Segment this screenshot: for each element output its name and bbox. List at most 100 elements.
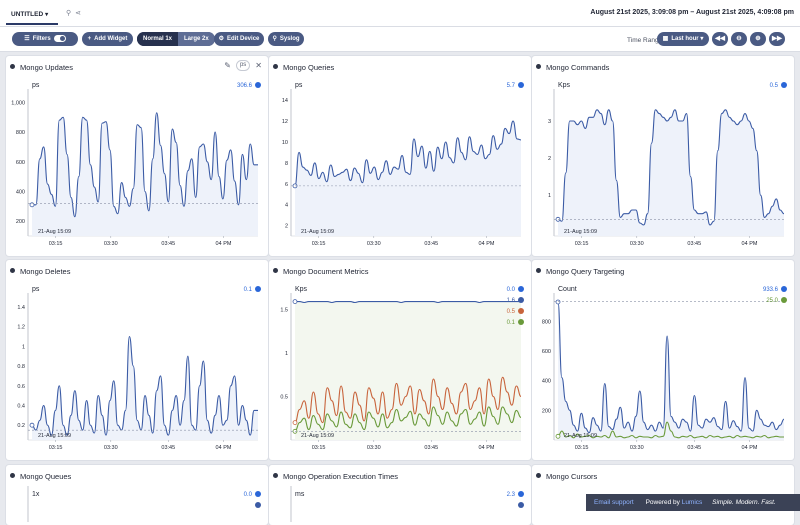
legend-check-icon[interactable] — [518, 319, 524, 325]
unit-chip[interactable]: ps — [235, 60, 251, 71]
edit-icon[interactable]: ✎ — [224, 61, 231, 70]
legend-check-icon[interactable] — [518, 82, 524, 88]
widget-title: Mongo Operation Execution Times — [283, 472, 399, 481]
y-tick-label: 600 — [16, 160, 25, 166]
chevron-down-icon: ▾ — [698, 36, 704, 42]
widget-chart[interactable]: Count 800 600 400 200 03:15 03:30 03:45 04 PM 21-… — [532, 277, 794, 460]
zoom-out-icon[interactable]: ⊖ — [731, 32, 747, 46]
legend-check-icon[interactable] — [255, 286, 261, 292]
time-marker-label: 21-Aug 15:09 — [38, 229, 71, 235]
widget-mongo-commands[interactable]: Mongo Commands Kps 3 2 1 03:15 03:30 03:45 04 PM… — [532, 56, 794, 256]
tab-actions: ⚲ ⋖ — [66, 9, 85, 17]
calendar-icon: ▦ — [662, 36, 669, 42]
legend-check-icon[interactable] — [518, 286, 524, 292]
widget-title: Mongo Queues — [20, 472, 72, 481]
y-tick-label: 0.4 — [17, 403, 25, 409]
legend-check-icon[interactable] — [255, 491, 261, 497]
series-line[interactable] — [31, 335, 258, 436]
legend-check-icon[interactable] — [781, 297, 787, 303]
series-line[interactable] — [294, 120, 522, 187]
widget-chart[interactable]: Kps 1.5 1 0.5 03:15 03:30 03:45 04 PM 21-Aug 15:… — [269, 277, 531, 460]
tab-untitled[interactable]: UNTITLED ▾ — [6, 5, 58, 25]
footer-bar: Email support Powered by Lumics Simple. … — [586, 494, 800, 511]
widget-mongo-query-targeting[interactable]: Mongo Query Targeting Count 800 600 400 200 03… — [532, 260, 794, 460]
add-widget-button[interactable]: + Add Widget — [82, 32, 133, 46]
chart-unit-label: ms — [295, 491, 305, 498]
chart-unit-label: ps — [295, 82, 303, 89]
email-support-link[interactable]: Email support — [594, 499, 634, 506]
widget-chart[interactable]: Kps 3 2 1 03:15 03:30 03:45 04 PM 21-Aug 15:09 0.… — [532, 73, 794, 256]
rewind-icon[interactable]: ◀◀ — [712, 32, 728, 46]
filters-button[interactable]: ☰ Filters — [12, 32, 78, 46]
legend-check-icon[interactable] — [518, 308, 524, 314]
widget-mongo-deletes[interactable]: Mongo Deletes ps 1.4 1.2 1 0.8 0.6 0.4 0.2 03:15 0… — [6, 260, 268, 460]
time-marker-label: 21-Aug 15:09 — [38, 433, 71, 439]
widget-chart[interactable]: ps 1.4 1.2 1 0.8 0.6 0.4 0.2 03:15 03:30 03:45 04 P… — [6, 277, 268, 460]
x-tick-label: 03:45 — [687, 445, 701, 451]
x-tick-label: 03:30 — [630, 445, 644, 451]
widget-menu-icon[interactable] — [10, 268, 15, 273]
series-line[interactable] — [294, 406, 522, 432]
y-tick-label: 0.6 — [17, 384, 25, 390]
legend-check-icon[interactable] — [255, 82, 261, 88]
series-area — [558, 109, 784, 236]
pin-icon[interactable]: ⚲ — [66, 10, 72, 17]
time-range-select[interactable]: ▦ Last hour ▾ — [657, 32, 709, 46]
series-line[interactable] — [294, 301, 521, 304]
widget-menu-icon[interactable] — [536, 64, 541, 69]
brand-link[interactable]: Lumics — [681, 499, 703, 506]
widget-title: Mongo Commands — [546, 63, 610, 72]
legend-check-icon[interactable] — [518, 297, 524, 303]
y-tick-label: 200 — [16, 219, 25, 225]
close-icon[interactable]: ✕ — [255, 61, 262, 70]
series-line[interactable] — [557, 421, 784, 439]
time-marker-label: 21-Aug 15:09 — [301, 229, 334, 235]
x-tick-label: 03:45 — [161, 445, 175, 451]
share-icon[interactable]: ⋖ — [75, 10, 82, 17]
series-line[interactable] — [294, 376, 522, 424]
series-line[interactable] — [557, 301, 785, 434]
widget-menu-icon[interactable] — [273, 268, 278, 273]
legend-check-icon[interactable] — [781, 82, 787, 88]
size-large-button[interactable]: Large 2x — [178, 32, 215, 46]
widget-chart[interactable]: ps 1,000 800 600 400 200 03:15 03:30 03:45 04 PM 2… — [6, 73, 268, 256]
y-tick-label: 1.5 — [280, 307, 288, 313]
legend-check-icon[interactable] — [518, 491, 524, 497]
series-line[interactable] — [32, 112, 258, 218]
search-icon: ⚲ — [272, 36, 277, 42]
widget-menu-icon[interactable] — [536, 268, 541, 273]
widget-chart[interactable]: ps 14 12 10 8 6 4 2 03:15 03:30 03:45 04 PM 21-Aug 1… — [269, 73, 531, 256]
y-tick-label: 0.8 — [17, 364, 25, 370]
zoom-in-icon[interactable]: ⊕ — [750, 32, 766, 46]
legend-value: 306.6 — [237, 83, 253, 89]
y-tick-label: 0.2 — [17, 423, 25, 429]
chevron-down-icon: ▾ — [45, 12, 49, 18]
legend-check-icon[interactable] — [518, 502, 524, 508]
edit-device-button[interactable]: ⚙ Edit Device — [214, 32, 264, 46]
series-area — [32, 112, 258, 236]
widget-menu-icon[interactable] — [273, 64, 278, 69]
widget-menu-icon[interactable] — [273, 473, 278, 478]
size-normal-button[interactable]: Normal 1x — [137, 32, 179, 46]
chart-unit-label: Count — [558, 286, 577, 293]
fast-forward-icon[interactable]: ▶▶ — [769, 32, 785, 46]
widget-mongo-queues[interactable]: Mongo Queues 1x 0.0 — [6, 465, 268, 525]
widget-mongo-document-metrics[interactable]: Mongo Document Metrics Kps 1.5 1 0.5 03:15 03:… — [269, 260, 531, 460]
filters-toggle[interactable] — [53, 34, 66, 42]
syslog-button[interactable]: ⚲ Syslog — [268, 32, 304, 46]
widget-actions: ✎ ps ✕ — [224, 60, 262, 71]
legend-check-icon[interactable] — [255, 502, 261, 508]
widget-menu-icon[interactable] — [10, 64, 15, 69]
legend-check-icon[interactable] — [781, 286, 787, 292]
widget-chart[interactable]: ms 2.3 — [269, 482, 531, 522]
widget-menu-icon[interactable] — [536, 473, 541, 478]
widget-chart[interactable]: 1x 0.0 — [6, 482, 268, 522]
series-line[interactable] — [557, 109, 785, 226]
widget-mongo-queries[interactable]: Mongo Queries ps 14 12 10 8 6 4 2 03:15 03:30 03:45… — [269, 56, 531, 256]
y-tick-label: 1 — [22, 344, 25, 350]
widget-menu-icon[interactable] — [10, 473, 15, 478]
edit-device-label: Edit Device — [227, 36, 260, 42]
widget-mongo-updates[interactable]: Mongo Updates ✎ ps ✕ ps 1,000 800 600 400 200 03:1… — [6, 56, 268, 256]
x-tick-label: 03:15 — [49, 241, 63, 247]
widget-mongo-operation-execution-times[interactable]: Mongo Operation Execution Times ms 2.3 — [269, 465, 531, 525]
